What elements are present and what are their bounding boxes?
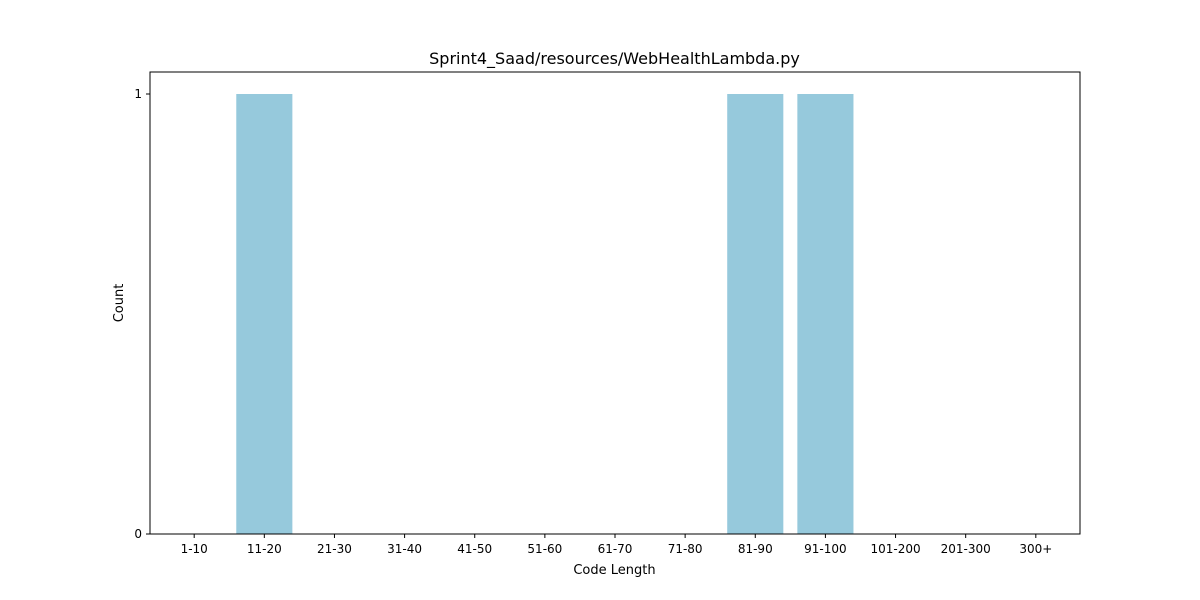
x-tick-label: 71-80 bbox=[668, 542, 703, 556]
x-axis-ticks: 1-10 11-20 21-30 31-40 41-50 51-60 61-70 71-80 8… bbox=[181, 534, 1052, 556]
x-tick-label: 61-70 bbox=[598, 542, 633, 556]
chart-title: Sprint4_Saad/resources/WebHealthLambda.p… bbox=[429, 49, 800, 69]
x-axis-label: Code Length bbox=[573, 563, 655, 578]
x-tick-label: 81-90 bbox=[738, 542, 773, 556]
bar-91-100 bbox=[797, 94, 854, 534]
y-axis-ticks: 01 bbox=[134, 87, 150, 541]
x-tick-label: 91-100 bbox=[804, 542, 847, 556]
bars-group bbox=[236, 94, 854, 534]
bar-81-90 bbox=[727, 94, 784, 534]
x-tick-label: 201-300 bbox=[941, 542, 991, 556]
y-tick-label: 1 bbox=[134, 87, 142, 101]
y-axis-label: Count bbox=[112, 284, 127, 323]
x-tick-label: 101-200 bbox=[870, 542, 920, 556]
x-tick-label: 31-40 bbox=[387, 542, 422, 556]
bar-11-20 bbox=[236, 94, 293, 534]
x-tick-label: 51-60 bbox=[527, 542, 562, 556]
y-tick-label: 0 bbox=[134, 527, 142, 541]
x-tick-label: 21-30 bbox=[317, 542, 352, 556]
x-tick-label: 300+ bbox=[1019, 542, 1052, 556]
x-tick-label: 41-50 bbox=[457, 542, 492, 556]
x-tick-label: 11-20 bbox=[247, 542, 282, 556]
x-tick-label: 1-10 bbox=[181, 542, 208, 556]
